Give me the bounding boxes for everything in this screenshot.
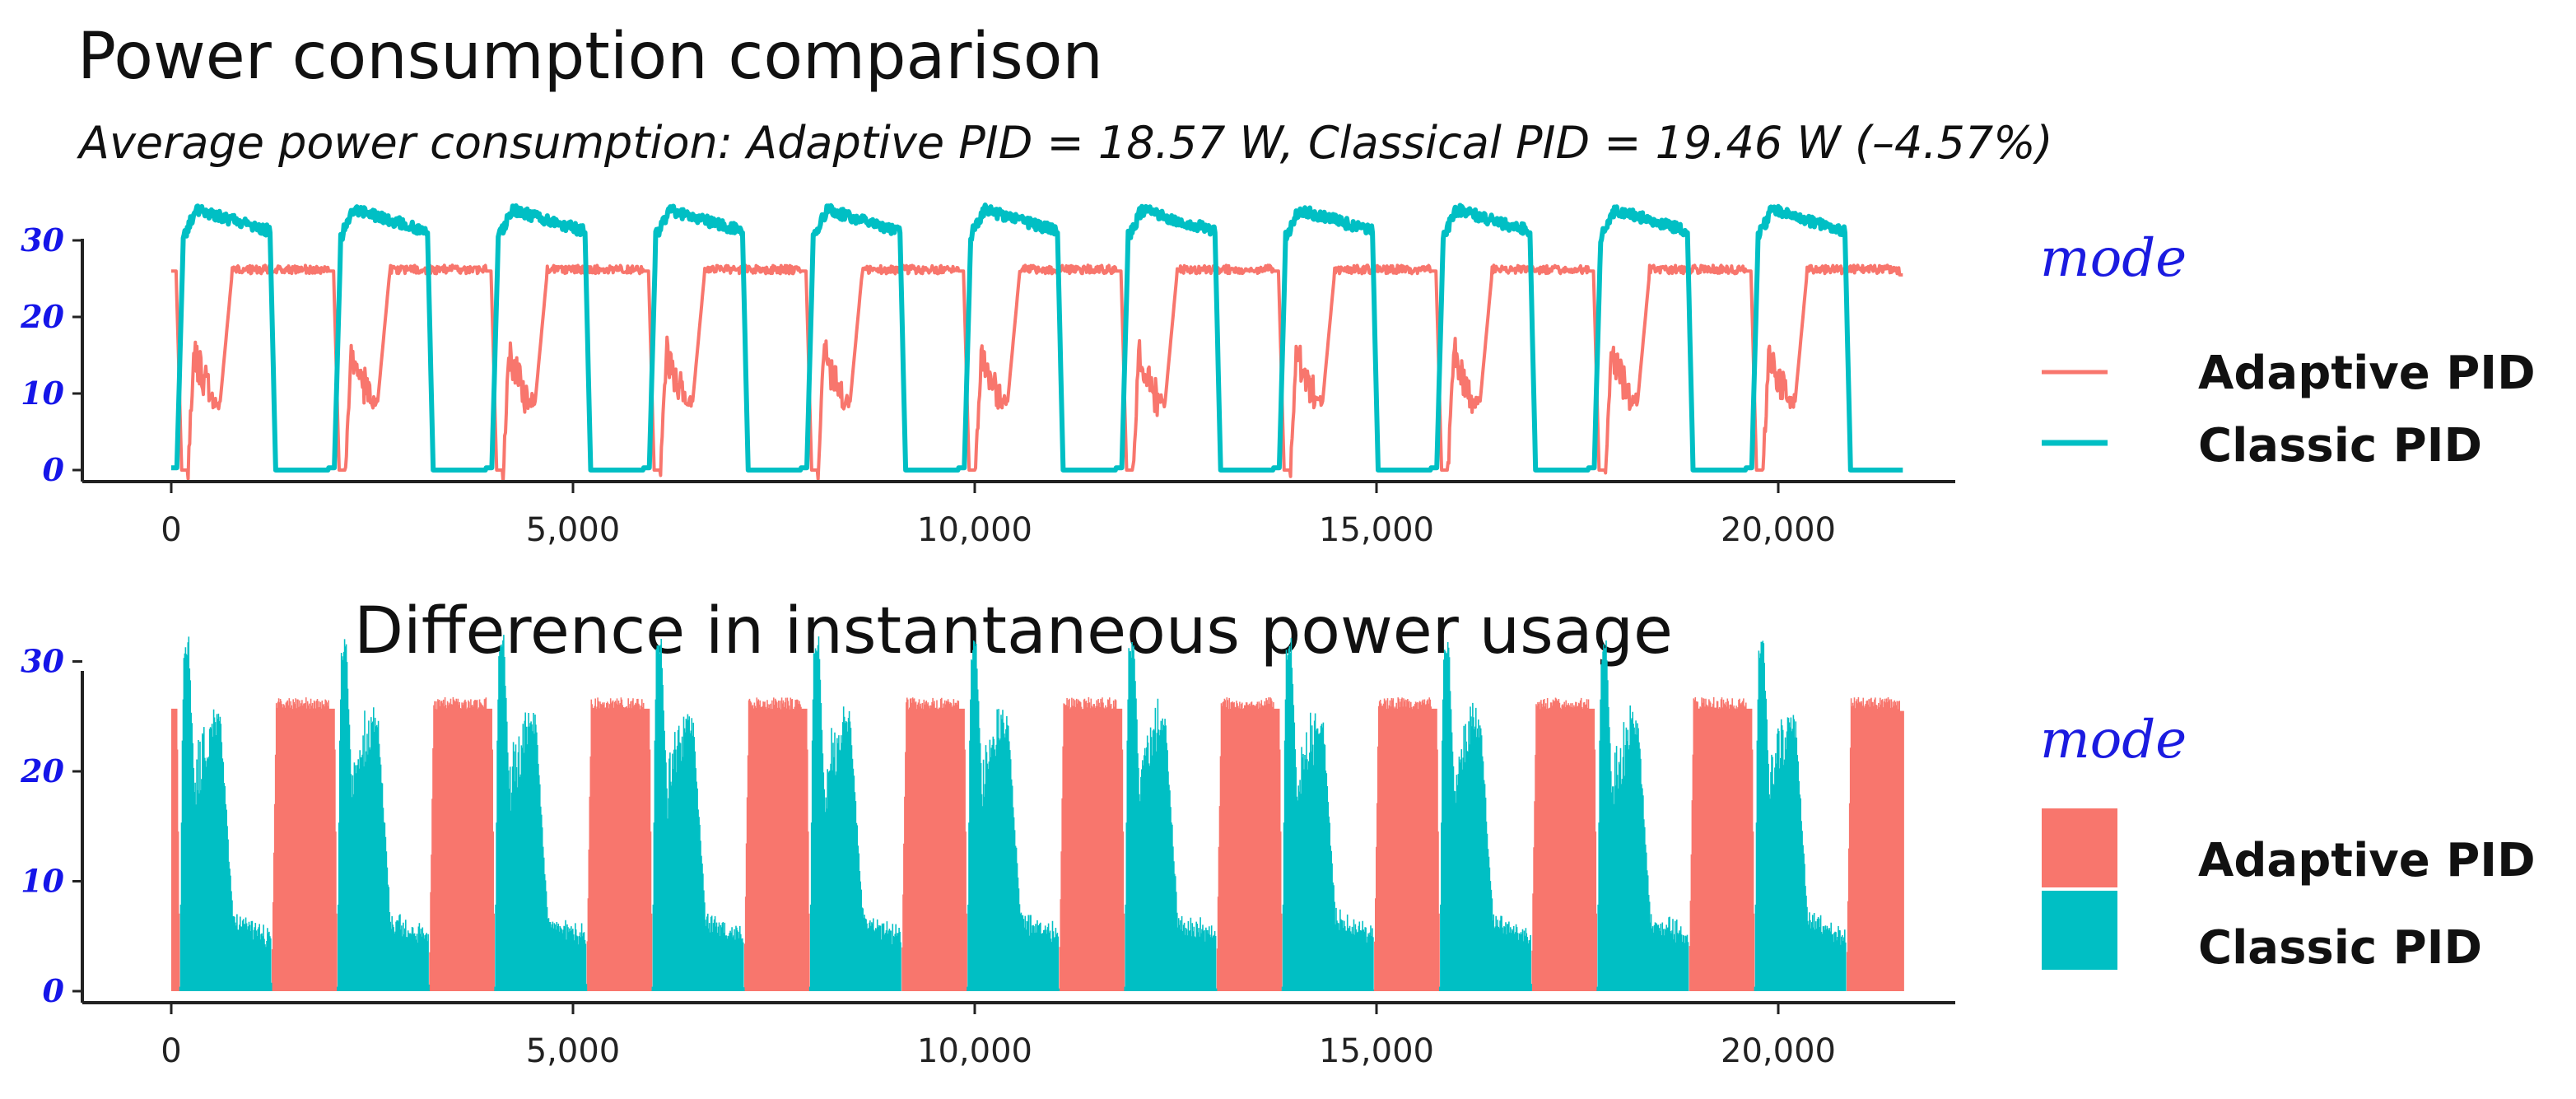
adaptive-series-group: [170, 263, 1904, 483]
plot1-y-tick-label: 20: [20, 298, 64, 335]
legend-bottom-classic-label: Classic PID: [2198, 921, 2482, 975]
plot2-y-tick-label: 10: [21, 863, 64, 900]
classic-series-group: [170, 203, 1905, 473]
chart-subtitle: Average power consumption: Adaptive PID …: [79, 117, 2053, 169]
legend-bottom: mode Adaptive PID Classic PID: [2040, 710, 2536, 975]
plot1-x-tick-label: 5,000: [526, 511, 621, 549]
legend-top: mode Adaptive PID Classic PID: [2040, 228, 2536, 473]
plot2-x-tick-label: 10,000: [917, 1032, 1032, 1070]
plot1-y-tick-label: 0: [43, 451, 65, 488]
plot1-y-tick-label: 30: [21, 221, 64, 258]
legend-bottom-adaptive-key: [2042, 808, 2117, 887]
plot2-x-tick-label: 0: [161, 1032, 181, 1070]
plot2-y-tick-label: 20: [20, 752, 64, 789]
classic-line: [170, 203, 1905, 473]
legend-bottom-classic-key: [2042, 891, 2117, 970]
legend-top-title: mode: [2040, 228, 2187, 289]
plot1-axes: 0 10 20 30 0 5,000 10,000 15,000 20,000: [20, 221, 1955, 549]
legend-top-classic-label: Classic PID: [2198, 419, 2482, 473]
adaptive-difference-area: [171, 696, 1904, 991]
plot2-y-tick-label: 30: [21, 643, 64, 680]
plot1-x-tick-label: 0: [161, 511, 181, 549]
legend-top-adaptive-label: Adaptive PID: [2198, 347, 2536, 400]
power-comparison-plot: 0 10 20 30 0 5,000 10,000 15,000 20,000: [20, 203, 1955, 549]
plot1-x-tick-label: 10,000: [917, 511, 1032, 549]
plot2-axes: 0 10 20 30 0 5,000 10,000 15,000 20,000: [20, 643, 1955, 1070]
plot2-x-tick-label: 20,000: [1721, 1032, 1836, 1070]
adaptive-line: [170, 263, 1904, 483]
difference-areas-group: [171, 635, 1904, 991]
plot1-x-tick-label: 20,000: [1721, 511, 1836, 549]
plot1-y-tick-label: 10: [21, 375, 64, 412]
plot2-y-tick-label: 0: [43, 972, 65, 1009]
plot2-x-tick-label: 15,000: [1319, 1032, 1434, 1070]
chart-title: Power consumption comparison: [77, 20, 1103, 94]
plot1-x-tick-label: 15,000: [1319, 511, 1434, 549]
plot2-x-tick-label: 5,000: [526, 1032, 621, 1070]
legend-bottom-title: mode: [2040, 710, 2187, 771]
classic-difference-area: [179, 635, 1847, 991]
difference-plot: 0 10 20 30 0 5,000 10,000 15,000 20,000: [20, 635, 1955, 1070]
legend-bottom-adaptive-label: Adaptive PID: [2198, 834, 2536, 887]
difference-chart-title: Difference in instantaneous power usage: [354, 594, 1674, 668]
